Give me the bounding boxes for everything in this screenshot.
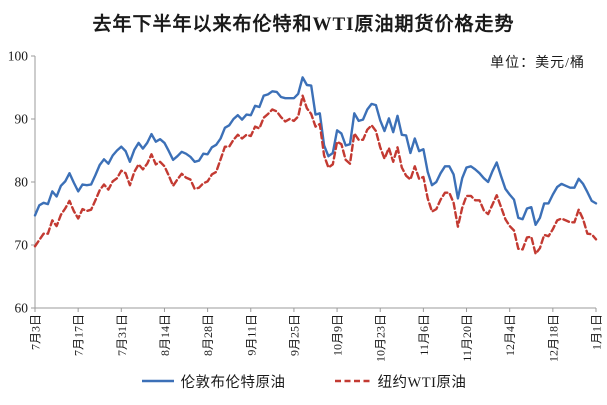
wti-dashed-line-sample-icon xyxy=(334,379,371,383)
brent-price-line xyxy=(33,76,598,227)
x-tick-label: 12月4日 xyxy=(503,314,517,356)
y-tick-label: 80 xyxy=(15,175,29,190)
axes xyxy=(34,56,596,309)
chart-legend: 伦敦布伦特原油 纽约WTI原油 xyxy=(0,368,607,394)
chart-title: 去年下半年以来布伦特和WTI原油期货价格走势 xyxy=(92,14,515,35)
y-tick-label: 90 xyxy=(15,112,29,127)
x-tick-label: 8月28日 xyxy=(201,314,215,356)
x-tick-label: 9月11日 xyxy=(244,314,258,356)
x-tick-label: 9月25日 xyxy=(287,314,301,356)
y-tick-label: 100 xyxy=(8,49,29,64)
x-tick-label: 10月9日 xyxy=(331,314,345,356)
wti-price-line xyxy=(33,94,598,256)
legend-item-brent: 伦敦布伦特原油 xyxy=(141,371,286,392)
x-tick-label: 11月20日 xyxy=(460,314,474,362)
x-tick-label: 10月23日 xyxy=(374,314,388,362)
x-tick-label: 11月6日 xyxy=(417,314,431,356)
y-tick-label: 70 xyxy=(15,238,29,253)
x-tick-label: 12月18日 xyxy=(546,314,560,362)
x-tick-label: 7月17日 xyxy=(72,314,86,356)
y-tick-label: 60 xyxy=(15,301,29,316)
legend-item-wti: 纽约WTI原油 xyxy=(334,371,467,392)
x-tick-label: 1月1日 xyxy=(590,314,604,350)
legend-label-brent: 伦敦布伦特原油 xyxy=(180,374,286,391)
x-tick-label: 7月3日 xyxy=(29,314,43,350)
legend-label-wti: 纽约WTI原油 xyxy=(377,374,467,391)
x-tick-label: 8月14日 xyxy=(158,314,172,356)
brent-line-sample-icon xyxy=(141,379,174,383)
unit-label: 单位：美元/桶 xyxy=(490,56,585,71)
x-tick-label: 7月31日 xyxy=(115,314,129,356)
